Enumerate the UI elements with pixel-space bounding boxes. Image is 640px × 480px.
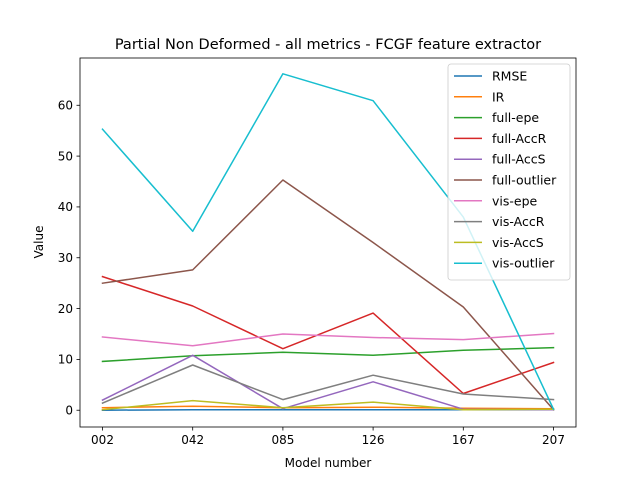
x-tick-label: 002 — [91, 433, 114, 447]
series-line-vis-epe — [101, 332, 555, 347]
y-axis-label: Value — [32, 226, 46, 259]
x-tick-label: 167 — [452, 433, 475, 447]
x-axis-label: Model number — [285, 456, 372, 470]
x-tick-label: 126 — [362, 433, 385, 447]
y-tick-label: 20 — [58, 302, 73, 316]
legend-label-vis-outlier: vis-outlier — [492, 256, 555, 271]
y-tick-label: 60 — [58, 99, 73, 113]
y-tick-label: 0 — [65, 404, 73, 418]
legend-label-vis-epe: vis-epe — [492, 193, 538, 208]
legend-label-full-accs: full-AccS — [492, 152, 546, 167]
series-line-vis-accr — [101, 364, 555, 405]
plot-frame — [79, 57, 577, 428]
legend-label-ir: IR — [492, 89, 505, 104]
series-line-full-epe — [101, 346, 555, 363]
y-tick-label: 10 — [58, 353, 73, 367]
chart-title: Partial Non Deformed - all metrics - FCG… — [115, 37, 541, 53]
legend-label-vis-accr: vis-AccR — [492, 214, 545, 229]
series-line-full-outlier — [101, 179, 555, 411]
legend-label-rmse: RMSE — [492, 69, 527, 84]
series-line-full-accs — [101, 354, 555, 411]
series-line-full-accr — [101, 275, 555, 395]
series-line-vis-accs — [101, 399, 555, 411]
x-tick-label: 042 — [181, 433, 204, 447]
legend-label-full-outlier: full-outlier — [492, 173, 557, 188]
y-tick-label: 30 — [58, 251, 73, 265]
legend-label-full-epe: full-epe — [492, 110, 539, 125]
x-tick-label: 207 — [542, 433, 565, 447]
series-line-ir — [101, 405, 555, 410]
x-tick-label: 085 — [271, 433, 294, 447]
legend-label-vis-accs: vis-AccS — [492, 235, 544, 250]
legend-label-full-accr: full-AccR — [492, 131, 547, 146]
y-tick-label: 40 — [58, 200, 73, 214]
y-tick-label: 50 — [58, 149, 73, 163]
